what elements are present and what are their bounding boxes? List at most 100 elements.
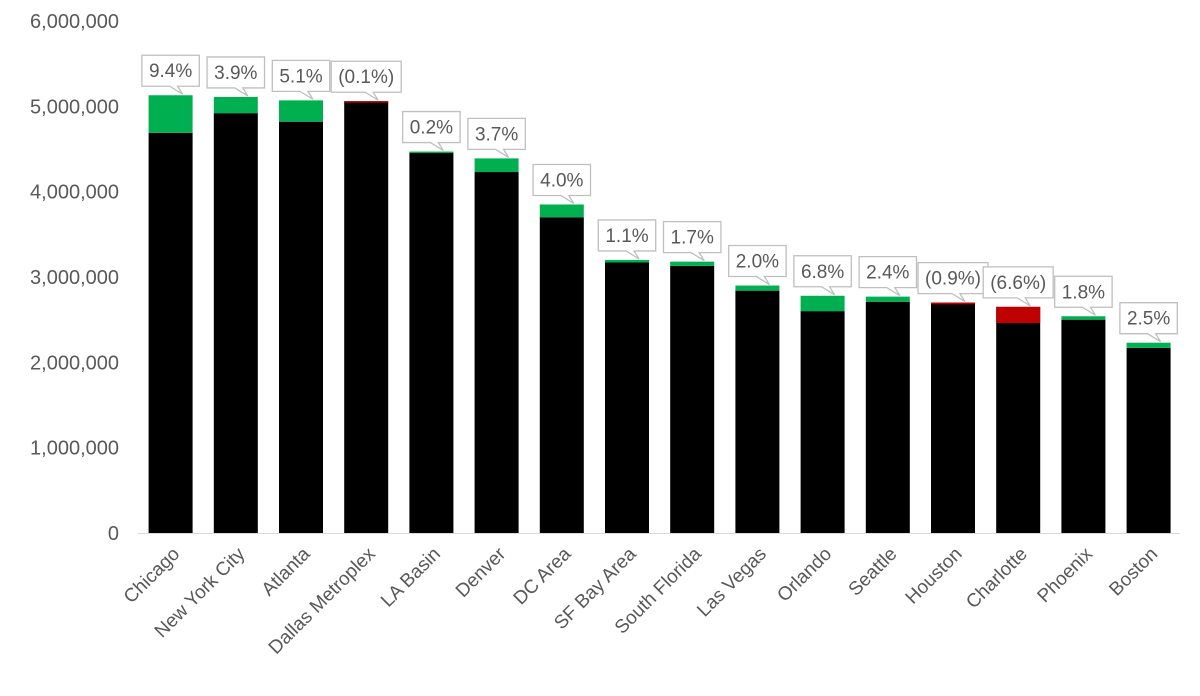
data-label-callout: 2.5% (1119, 302, 1178, 343)
x-tick-label: Denver (452, 543, 511, 602)
data-label-box (793, 255, 852, 296)
bar-base (800, 311, 845, 533)
data-label-callout: 5.1% (271, 59, 331, 100)
bar-increase (279, 100, 323, 122)
x-tick-label: Las Vegas (693, 544, 771, 622)
data-label-box (206, 56, 266, 97)
y-tick-label: 4,000,000 (30, 182, 119, 204)
data-label-box (402, 110, 461, 152)
x-tick-label: Houston (902, 544, 967, 609)
bar-base (605, 262, 649, 533)
x-tick-label: Chicago (120, 544, 184, 608)
data-label: 6.8% (801, 262, 844, 283)
bar-increase (1061, 316, 1106, 320)
data-label-callout: 1.1% (597, 219, 657, 260)
bar-base (474, 172, 519, 534)
bar-increase (474, 158, 519, 173)
y-tick-label: 6,000,000 (30, 11, 119, 33)
x-tick-label: LA Basin (377, 544, 445, 612)
data-labels: 9.4% 3.9% 5.1% (0.1%) 0.2% 3.7% 4.0% 1.1% 1.7% 2.… (141, 54, 1178, 343)
bar-increase (735, 285, 780, 291)
y-tick-label: 5,000,000 (30, 96, 119, 118)
data-label: (0.1%) (338, 67, 394, 88)
data-label-box (271, 59, 331, 100)
data-label: 3.7% (475, 124, 518, 145)
x-tick-label: Seattle (845, 544, 902, 601)
bar-base (996, 306, 1041, 533)
data-label: 2.4% (866, 263, 909, 284)
bar-base (279, 121, 323, 534)
data-label-box (532, 163, 592, 205)
data-label: 3.9% (214, 63, 257, 84)
bar-base (409, 152, 454, 533)
data-label-callout: 6.8% (793, 255, 852, 296)
x-tick-label: Atlanta (258, 543, 315, 600)
bar-decrease (931, 302, 975, 305)
bar-increase (605, 259, 649, 263)
data-label-box (1054, 275, 1113, 316)
bar-increase (865, 296, 910, 302)
x-tick-label: Orlando (773, 544, 836, 607)
data-label-box (597, 219, 657, 260)
bar-base (865, 301, 910, 533)
y-tick-label: 2,000,000 (30, 352, 119, 374)
data-label: 2.5% (1127, 309, 1170, 330)
bars (148, 95, 1171, 534)
data-label: 0.2% (410, 118, 453, 139)
bar-increase (148, 95, 193, 133)
data-label-box (330, 60, 402, 101)
data-label-box (728, 244, 787, 286)
data-label: (0.9%) (925, 269, 981, 290)
data-label-box (141, 54, 200, 95)
data-label-callout: 2.4% (858, 255, 918, 297)
bar-increase (539, 204, 584, 218)
data-label: 1.7% (671, 228, 714, 249)
bar-increase (670, 261, 715, 266)
bar-base (931, 302, 975, 533)
x-tick-label: Charlotte (962, 544, 1031, 613)
y-tick-label: 3,000,000 (30, 267, 119, 289)
data-label-box (662, 220, 722, 262)
data-label-box (982, 266, 1054, 307)
data-label-callout: 3.9% (206, 56, 266, 97)
y-tick-label: 0 (108, 523, 119, 545)
data-label-callout: (6.6%) (982, 266, 1054, 307)
bar-base (1126, 347, 1171, 533)
bar-base (1061, 319, 1106, 533)
data-label: 5.1% (279, 66, 322, 87)
data-label-callout: 4.0% (532, 163, 592, 205)
y-axis: 0 1,000,000 2,000,000 3,000,000 4,000,000 5,0… (30, 11, 119, 545)
bar-decrease (344, 101, 389, 103)
bar-increase (1126, 342, 1171, 348)
x-tick-label: Phoenix (1034, 543, 1098, 607)
data-label-callout: 1.7% (662, 220, 722, 262)
data-label: 2.0% (736, 252, 779, 273)
bar-base (148, 132, 193, 533)
data-label: 1.1% (605, 226, 648, 247)
data-label-box (1119, 302, 1178, 343)
data-label: 9.4% (149, 61, 192, 82)
data-label-box (467, 117, 526, 158)
bar-base (735, 290, 780, 533)
bar-increase (800, 295, 845, 312)
bar-base (344, 101, 389, 534)
data-label-callout: 0.2% (402, 110, 461, 152)
x-tick-label: Boston (1105, 544, 1162, 601)
data-label: 1.8% (1062, 282, 1105, 303)
bar-increase (409, 151, 454, 154)
data-label-box (858, 255, 918, 297)
data-label-callout: 9.4% (141, 54, 200, 95)
data-label-callout: 3.7% (467, 117, 526, 158)
bar-decrease (996, 306, 1041, 324)
data-label-callout: 1.8% (1054, 275, 1113, 316)
data-label: (6.6%) (990, 273, 1046, 294)
bar-increase (213, 96, 258, 114)
data-label-callout: (0.9%) (917, 261, 989, 303)
data-label: 4.0% (540, 170, 583, 191)
bar-base (539, 217, 584, 533)
data-label-callout: 2.0% (728, 244, 787, 286)
bar-base (213, 113, 258, 533)
data-label-callout: (0.1%) (330, 60, 402, 101)
